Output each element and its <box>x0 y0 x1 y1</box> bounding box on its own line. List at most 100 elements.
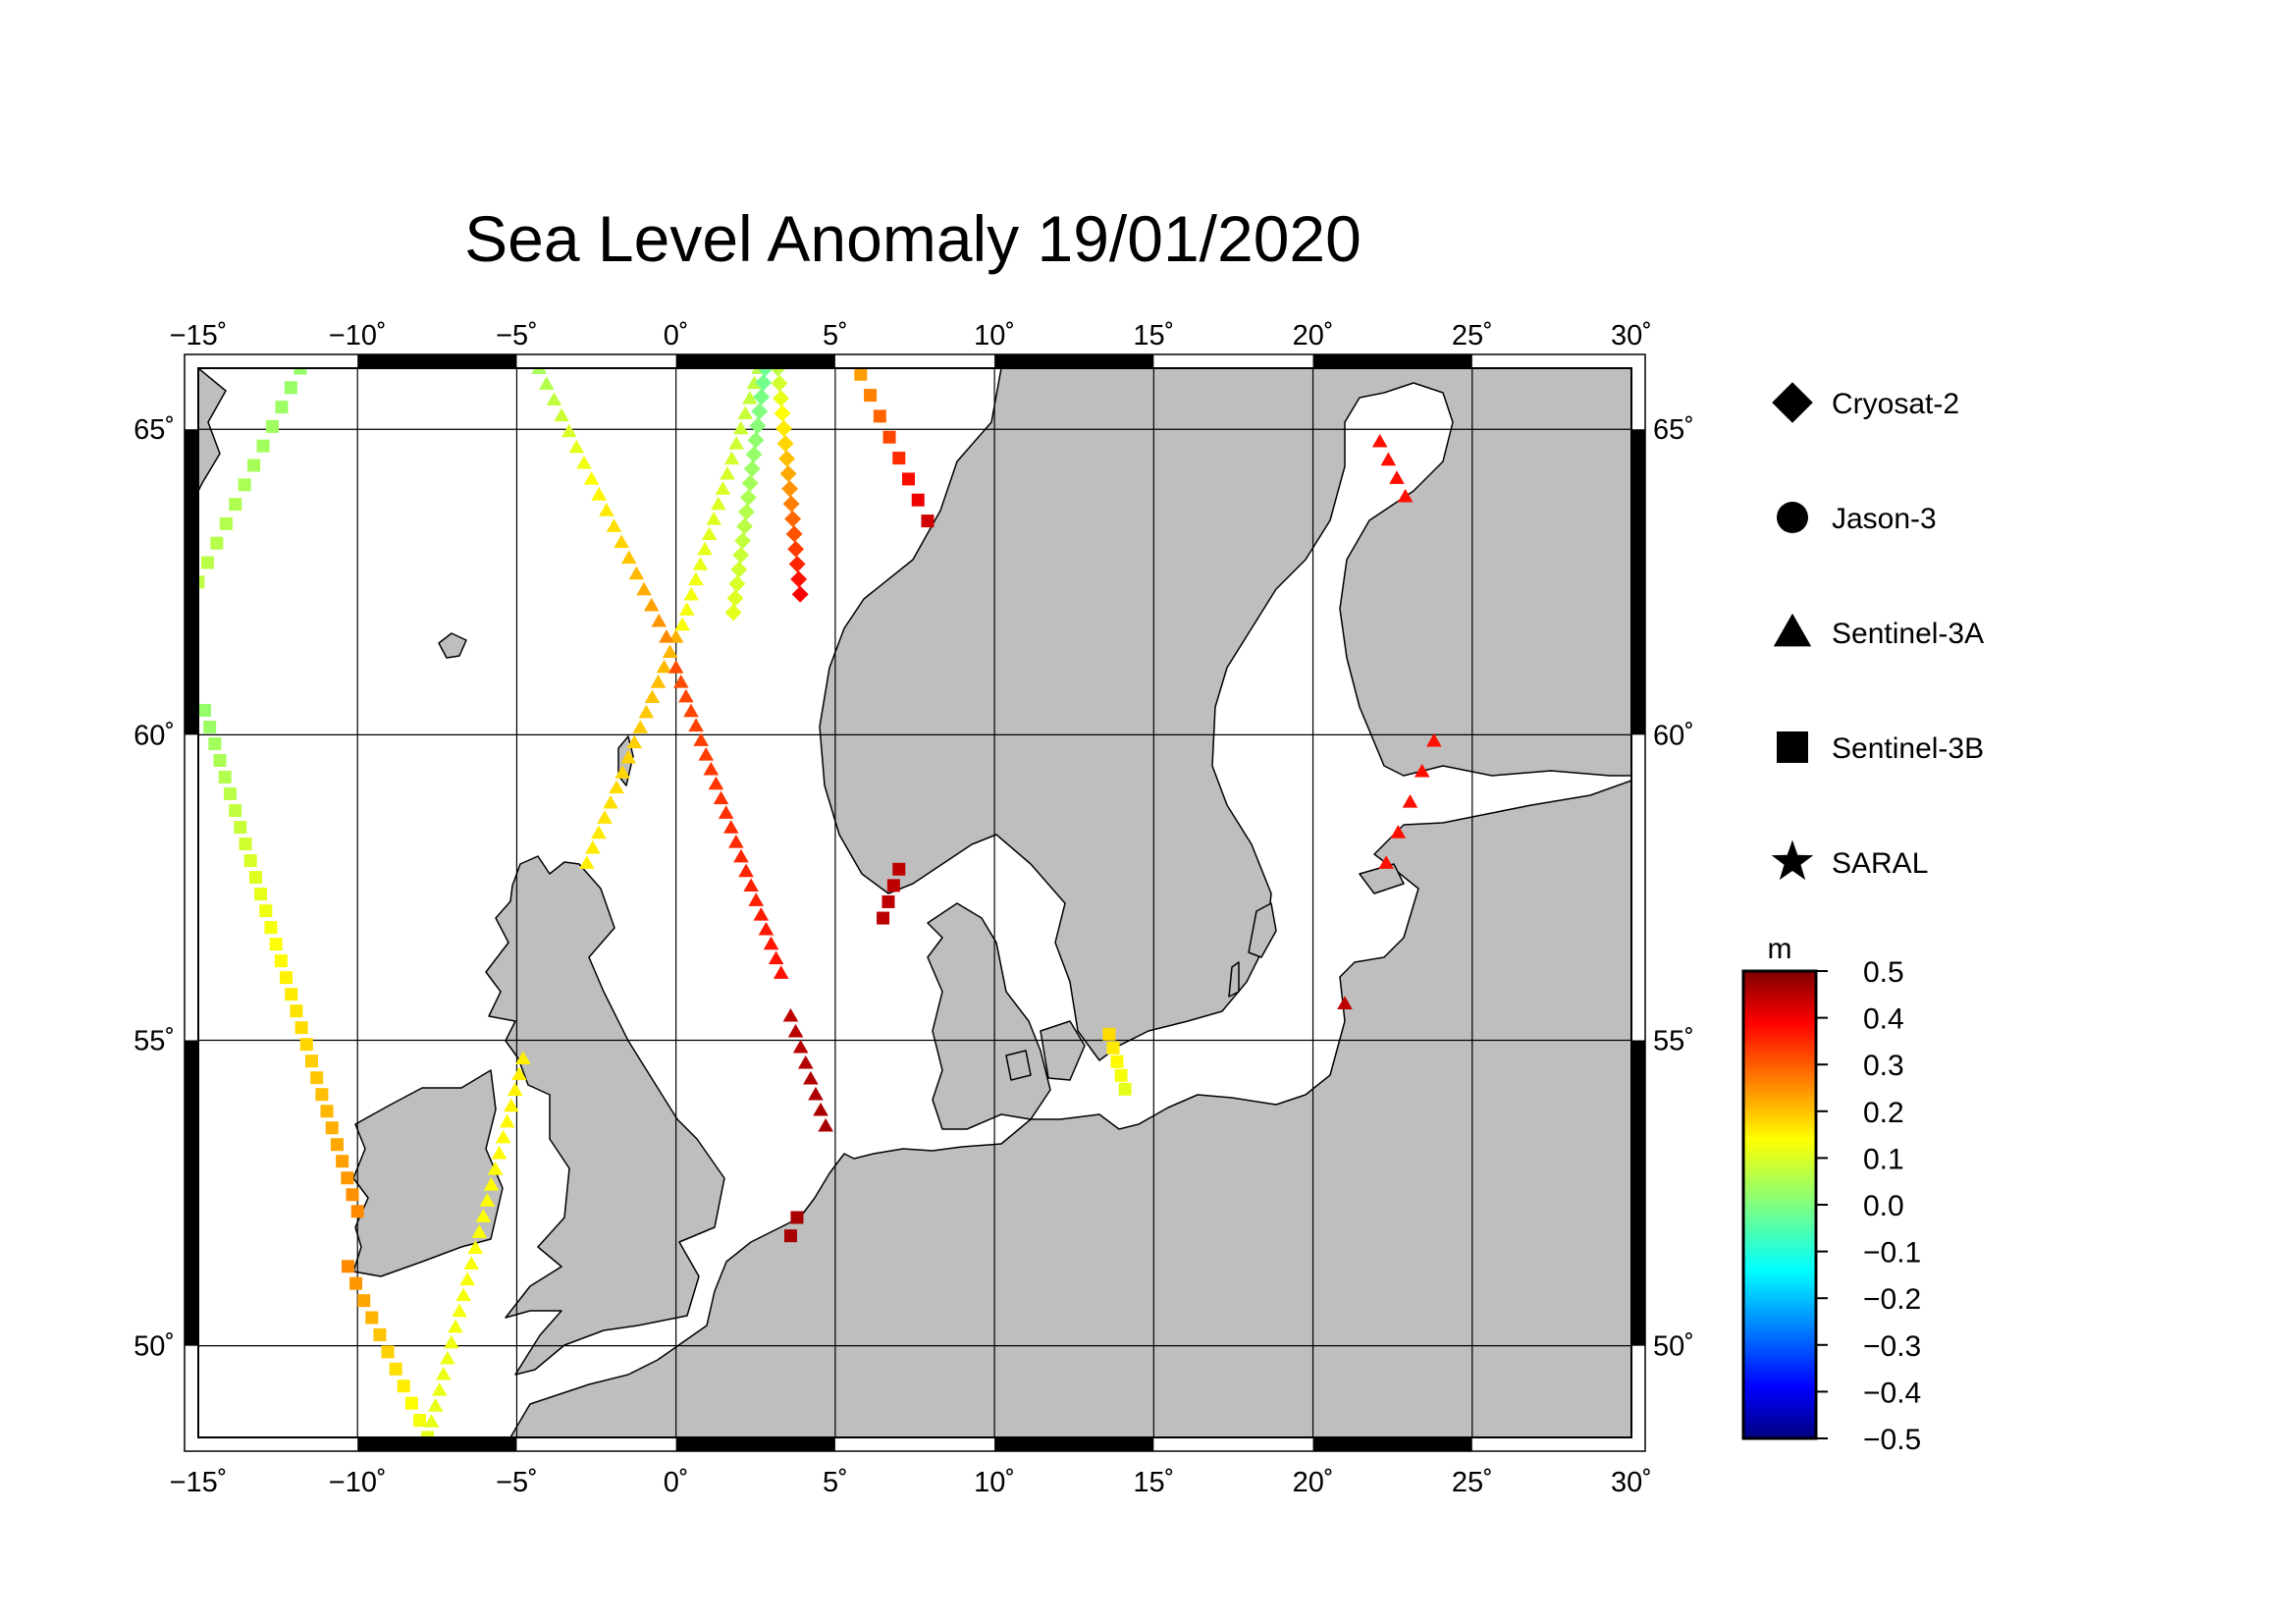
track-point-square <box>389 1362 402 1376</box>
colorbar-tick-label: 0.5 <box>1863 956 1904 989</box>
track-point-triangle <box>1426 732 1442 747</box>
colorbar-tick-label: −0.4 <box>1863 1377 1921 1409</box>
lon-tick-bottom: −15˚ <box>170 1467 228 1498</box>
track-point-square <box>219 516 233 530</box>
track-point-square <box>330 1138 344 1152</box>
lon-tick-top: 25˚ <box>1452 320 1493 352</box>
lat-tick-left: 65˚ <box>133 414 175 446</box>
track-point-triangle <box>479 1193 496 1207</box>
track-point-triangle <box>656 659 672 674</box>
track-point-square <box>877 911 890 925</box>
track-point-triangle <box>713 790 729 805</box>
track-point-triangle <box>591 487 608 501</box>
land-great-britain <box>485 855 725 1376</box>
track-point-triangle <box>715 481 731 495</box>
lat-tick-left: 55˚ <box>133 1026 175 1057</box>
track-point-triangle <box>538 376 555 390</box>
track-point-triangle <box>782 1007 799 1022</box>
track-point-triangle <box>753 906 770 921</box>
track-point-square <box>1114 1068 1128 1082</box>
track-point-triangle <box>440 1350 455 1365</box>
track-point-triangle <box>683 703 699 718</box>
track-point-square <box>412 1414 426 1428</box>
track-point-triangle <box>591 825 607 839</box>
track-point-triangle <box>1397 488 1414 503</box>
track-point-triangle <box>448 1319 463 1333</box>
track-point-triangle <box>723 451 740 465</box>
track-point-triangle <box>706 511 722 525</box>
track-point-triangle <box>499 1113 515 1128</box>
track-point-triangle <box>511 1066 527 1081</box>
track-point-triangle <box>495 1129 511 1144</box>
frame-bar-right <box>1631 1040 1645 1346</box>
track-point-diamond <box>785 525 803 543</box>
track-point-square <box>198 575 205 589</box>
track-point-diamond <box>749 417 767 435</box>
track-point-square <box>336 1155 349 1168</box>
lon-tick-top: 10˚ <box>974 320 1015 352</box>
colorbar-tick-label: −0.2 <box>1863 1283 1921 1316</box>
track-point-triangle <box>720 465 735 480</box>
track-point-triangle <box>632 720 649 733</box>
track-point-triangle <box>692 557 709 570</box>
track-point-square <box>254 888 268 901</box>
track-point-square <box>259 904 273 918</box>
track-point-triangle <box>650 675 667 688</box>
track-point-triangle <box>797 1055 814 1069</box>
track-point-diamond <box>770 368 786 377</box>
track-point-triangle <box>1414 763 1430 778</box>
track-point-triangle <box>758 921 774 936</box>
track-point-square <box>218 771 232 784</box>
track-point-square <box>275 401 289 414</box>
lat-tick-right: 50˚ <box>1653 1331 1694 1363</box>
colorbar: m 0.5 0.4 0.3 0.2 0.1 0.0 −0.1 −0.2 −0.3 −0.4 −0.5 <box>1741 933 1921 1456</box>
lon-tick-top: −5˚ <box>496 320 538 352</box>
track-point-square <box>397 1380 410 1393</box>
track-point-diamond <box>778 450 796 467</box>
track-point-diamond <box>741 474 759 492</box>
track-point-triangle <box>818 1117 833 1132</box>
land-masses <box>198 368 1631 1437</box>
track-point-square <box>294 368 307 375</box>
track-point-square <box>346 1188 359 1202</box>
legend-marker-square <box>1777 731 1808 763</box>
track-point-triangle <box>808 1086 824 1101</box>
map-title: Sea Level Anomaly 19/01/2020 <box>464 202 1362 275</box>
track-point-square <box>210 536 224 550</box>
track-point-square <box>882 430 896 444</box>
track-point-triangle <box>1371 433 1388 448</box>
track-point-triangle <box>475 1209 492 1222</box>
colorbar-ticks: 0.5 0.4 0.3 0.2 0.1 0.0 −0.1 −0.2 −0.3 −0.4 −0.5 <box>1816 956 1921 1456</box>
colorbar-tick-label: 0.4 <box>1863 1003 1904 1036</box>
track-point-triangle <box>455 1287 471 1302</box>
track-point-square <box>357 1294 371 1308</box>
track-point-triangle <box>733 848 749 863</box>
track-point-triangle <box>728 834 744 848</box>
track-point-triangle <box>644 689 661 704</box>
track-point-square <box>349 1276 363 1290</box>
track-point-triangle <box>683 586 700 601</box>
track-point-diamond <box>728 575 746 593</box>
track-point-square <box>310 1071 324 1085</box>
legend-label: Sentinel-3B <box>1832 732 1984 765</box>
track-point-triangle <box>718 805 734 819</box>
track-point-triangle <box>561 423 577 438</box>
track-point-triangle <box>431 1381 448 1396</box>
track-point-triangle <box>743 878 759 893</box>
track-point-square <box>203 720 217 733</box>
frame-bar-bottom <box>357 1437 517 1451</box>
track-point-diamond <box>739 489 757 507</box>
track-point-triangle <box>609 780 624 794</box>
land-continental-europe <box>509 780 1631 1437</box>
track-point-square <box>284 381 297 395</box>
track-point-triangle <box>459 1271 475 1286</box>
track-point-triangle <box>651 613 667 627</box>
track-point-diamond <box>736 517 753 535</box>
track-point-triangle <box>1380 452 1397 466</box>
track-point-triangle <box>1378 855 1394 869</box>
track-point-square <box>198 703 211 717</box>
track-point-square <box>864 389 878 403</box>
outer-frame <box>184 353 1646 1452</box>
track-point-triangle <box>628 566 645 580</box>
track-point-triangle <box>678 602 695 616</box>
